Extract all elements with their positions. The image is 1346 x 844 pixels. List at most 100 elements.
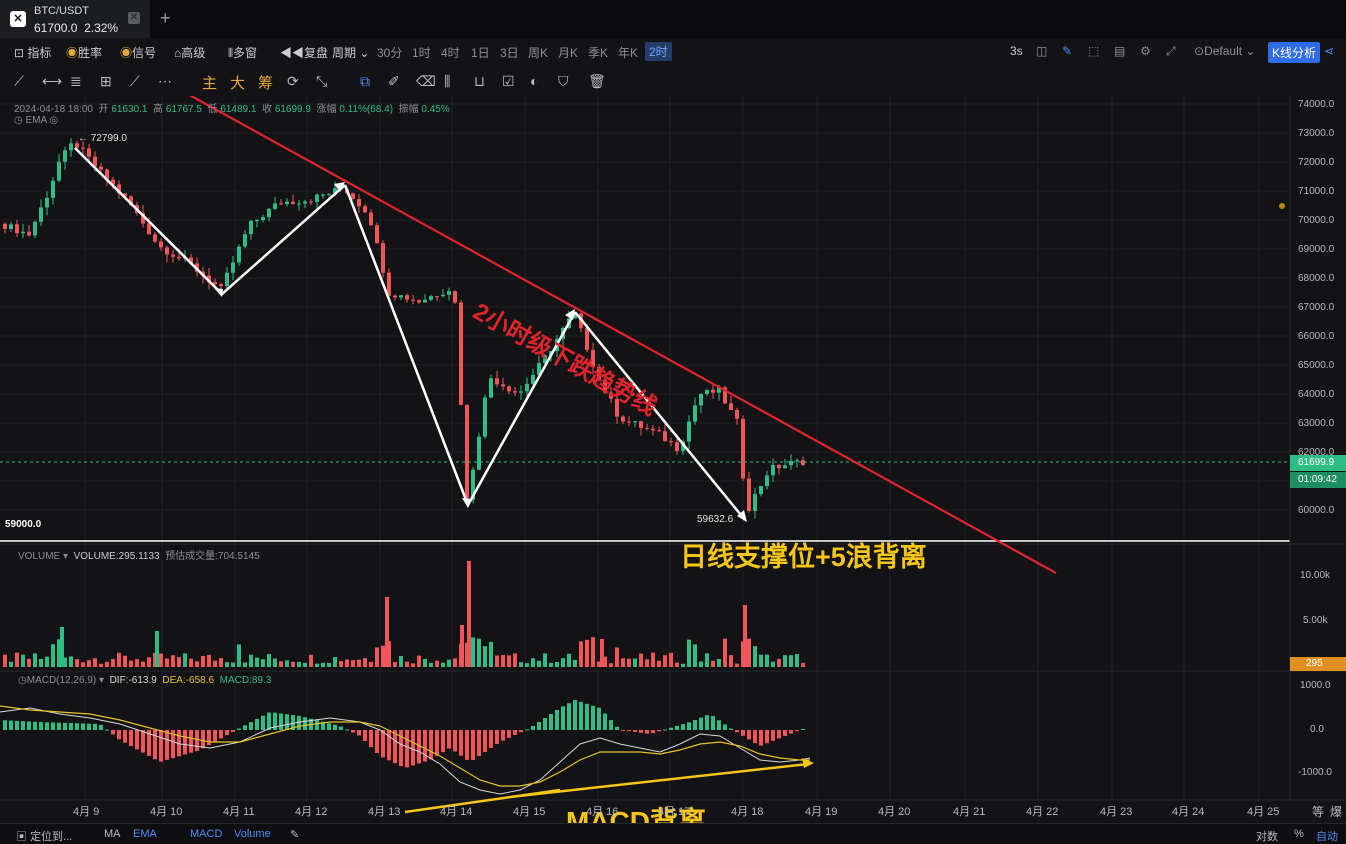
period-quarter[interactable]: 季K: [588, 46, 609, 60]
horizontal-ray-tool-icon[interactable]: ⟷: [42, 73, 63, 89]
log-scale-toggle[interactable]: 对数: [1256, 831, 1278, 843]
indicator-ema[interactable]: EMA: [133, 828, 157, 840]
draw-pen-icon[interactable]: ✎: [1062, 44, 1073, 58]
axis-corner-2[interactable]: 爆: [1330, 805, 1343, 819]
replay-button[interactable]: ◀◀复盘: [280, 46, 329, 60]
refresh-interval[interactable]: 3s: [1010, 44, 1023, 58]
indicator-macd[interactable]: MACD: [190, 828, 223, 840]
chip-toggle[interactable]: 筹: [258, 75, 274, 92]
fullscreen-icon[interactable]: ⬚: [1088, 44, 1100, 58]
bottom-bar: ▣ 定位到... MA EMA MACD Volume ✎ 对数 % 自动: [0, 823, 1346, 844]
volume-bar: [543, 653, 547, 667]
candle: [39, 199, 43, 227]
template-icon[interactable]: ▤: [1114, 44, 1126, 58]
macd-bar: [357, 730, 361, 736]
channel-tool-icon[interactable]: ≣: [70, 73, 82, 89]
volume-bar: [441, 662, 445, 667]
volume-bar: [645, 659, 649, 667]
volume-bar: [759, 654, 763, 667]
price-axis-label: 73000.0: [1298, 128, 1335, 139]
lock-icon[interactable]: ⊔: [474, 73, 485, 89]
main-chart-toggle[interactable]: 主: [202, 75, 218, 92]
period-1d[interactable]: 1日: [471, 46, 490, 60]
big-order-toggle[interactable]: 大: [230, 75, 246, 92]
magnet-icon[interactable]: ◐: [530, 73, 539, 89]
trash-icon[interactable]: 🗑: [588, 73, 606, 89]
share-icon[interactable]: ⋖: [1324, 44, 1335, 58]
candle: [615, 391, 619, 424]
period-dropdown[interactable]: 周期 ⌄: [332, 46, 370, 60]
volume-bar: [339, 661, 343, 667]
filter-icon[interactable]: ⛉: [558, 73, 569, 89]
volume-bar: [219, 658, 223, 667]
period-month[interactable]: 月K: [558, 46, 579, 60]
trendline-tool-icon[interactable]: ⟋: [14, 73, 24, 89]
macd-bar: [381, 730, 385, 758]
kline-analysis-button[interactable]: K线分析: [1268, 42, 1321, 63]
candle: [669, 437, 673, 447]
macd-bar: [459, 730, 463, 756]
locate-button[interactable]: ▣ 定位到...: [16, 831, 73, 843]
macd-bar: [405, 730, 409, 768]
settings-gear-icon[interactable]: ⚙: [1140, 44, 1151, 58]
add-tab-button[interactable]: +: [160, 8, 171, 28]
note-icon[interactable]: ☑: [502, 73, 515, 89]
layout-dropdown[interactable]: ⊙Default ⌄: [1194, 44, 1256, 58]
chart-area[interactable]: [0, 96, 1346, 823]
period-4h[interactable]: 4时: [441, 46, 460, 60]
period-1h[interactable]: 1时: [412, 46, 431, 60]
macd-bar: [87, 723, 91, 730]
auto-scale-toggle[interactable]: 自动: [1316, 831, 1338, 843]
expand-icon[interactable]: ⤢: [1166, 44, 1176, 58]
volume-bar: [747, 638, 751, 667]
candle: [57, 154, 61, 183]
volume-legend[interactable]: VOLUME ▾ VOLUME:295.1133 预估成交量:704.5145: [18, 551, 260, 562]
ema-legend[interactable]: ◷ EMA ◎: [14, 115, 59, 126]
macd-bar: [291, 715, 295, 730]
winrate-button[interactable]: ◉胜率: [66, 46, 103, 60]
measure-icon[interactable]: ⤡: [316, 73, 328, 89]
period-week[interactable]: 周K: [528, 46, 549, 60]
countdown-value: 01:09:42: [1298, 474, 1337, 485]
edit-indicators-icon[interactable]: ✎: [290, 829, 300, 841]
signal-button[interactable]: ◉信号: [120, 46, 157, 60]
volume-bar: [375, 647, 379, 667]
indicators-button[interactable]: ⊡ 指标: [14, 46, 52, 60]
candle: [279, 198, 283, 205]
candles-icon[interactable]: ⫼: [444, 73, 451, 89]
indicator-ma[interactable]: MA: [104, 828, 121, 840]
period-3d[interactable]: 3日: [500, 46, 519, 60]
volume-bar: [561, 658, 565, 667]
period-year[interactable]: 年K: [618, 46, 639, 60]
candle: [513, 386, 517, 397]
price-axis-label: 67000.0: [1298, 302, 1335, 313]
candle: [765, 470, 769, 490]
macd-bar: [141, 730, 145, 753]
symbol-tab[interactable]: ✕ BTC/USDT 61700.0 2.32% ✕: [0, 0, 150, 38]
rect-tool-icon[interactable]: ⊞: [100, 73, 112, 89]
camera-icon[interactable]: ◫: [1036, 44, 1048, 58]
candle: [261, 214, 265, 223]
candle: [273, 196, 277, 211]
percent-scale-toggle[interactable]: %: [1294, 828, 1304, 840]
macd-bar: [387, 730, 391, 761]
current-price-value: 61699.9: [1298, 457, 1335, 468]
macd-legend[interactable]: ◷MACD(12,26,9) ▾ DIF:-613.9 DEA:-658.6 M…: [18, 675, 272, 686]
ruler-icon[interactable]: ✐: [388, 73, 400, 89]
brush-tool-icon[interactable]: ⟋: [130, 73, 140, 89]
candle: [681, 439, 685, 455]
candle: [723, 385, 727, 405]
sync-icon[interactable]: ⟳: [287, 73, 299, 89]
indicator-volume[interactable]: Volume: [234, 828, 271, 840]
close-tab-icon[interactable]: ✕: [128, 12, 140, 24]
advanced-button[interactable]: ⌂高级: [174, 46, 206, 60]
more-tools-icon[interactable]: ⋯: [158, 73, 172, 89]
copy-icon[interactable]: ⧉: [360, 73, 370, 89]
period-2h-active[interactable]: 2时: [645, 42, 672, 61]
volume-bars: [3, 561, 805, 667]
axis-corner-1[interactable]: 等: [1312, 805, 1325, 819]
eraser-icon[interactable]: ⌫: [416, 73, 436, 89]
candle: [291, 194, 295, 205]
period-30m[interactable]: 30分: [377, 46, 403, 60]
multiwindow-button[interactable]: ⫴多窗: [228, 46, 258, 60]
